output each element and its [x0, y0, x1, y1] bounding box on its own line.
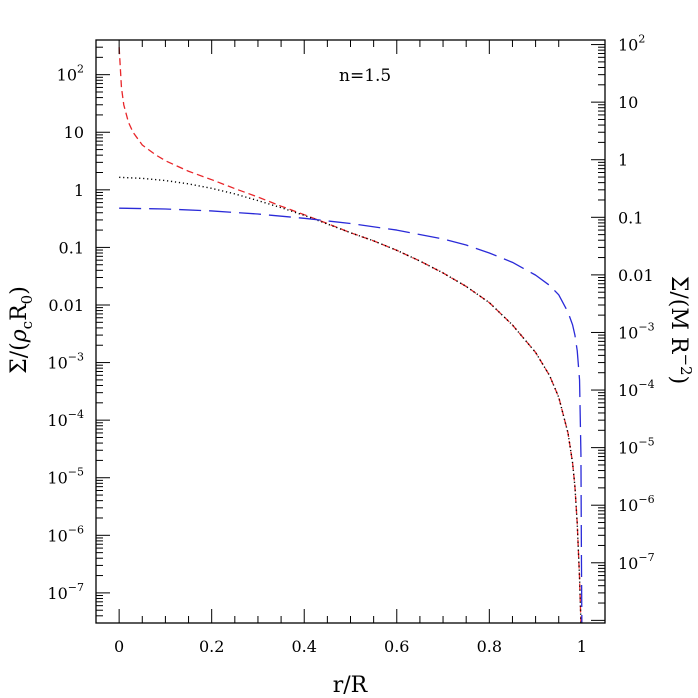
y-right-tick-label: 0.01 [618, 266, 654, 285]
x-tick-label: 0.2 [199, 637, 224, 656]
series-blue-long-dashed [119, 207, 583, 623]
x-tick-label: 0.4 [292, 637, 317, 656]
series-black-dotted [119, 176, 582, 623]
x-tick-label: 1 [577, 637, 587, 656]
y-left-tick-label: 10−4 [47, 408, 84, 430]
y-left-tick-label: 10−7 [47, 581, 84, 603]
series-red-dashed [118, 47, 582, 623]
y-axis-right-title: Σ/(M R−2) [666, 276, 695, 384]
y-right-tick-label: 10−4 [618, 378, 655, 400]
y-right-tick-label: 10−5 [618, 436, 655, 458]
y-right-tick-label: 10 [618, 93, 638, 112]
y-right-tick-label: 10−7 [618, 551, 655, 573]
ticks-layer [95, 39, 605, 624]
x-tick-label: 0.6 [384, 637, 409, 656]
x-tick-label: 0 [114, 637, 124, 656]
y-right-tick-label: 10−6 [618, 493, 655, 515]
y-left-tick-label: 0.1 [59, 238, 84, 257]
labels-layer: 0 0.2 0.4 0.6 0.8 1 102 10 1 0.1 0.01 10−3 10−4 10−5 1… [47, 33, 654, 656]
y-left-tick-label: 0.01 [48, 296, 84, 315]
y-left-tick-label: 102 [57, 63, 84, 85]
svg-text:Σ/(M R−2): Σ/(M R−2) [666, 276, 695, 384]
y-right-tick-label: 1 [618, 151, 628, 170]
svg-text:Σ/(ρcR0): Σ/(ρcR0) [7, 286, 36, 374]
x-tick-label: 0.8 [477, 637, 502, 656]
y-left-tick-label: 10 [64, 123, 84, 142]
annotation-n: n=1.5 [339, 66, 391, 86]
y-right-tick-label: 0.1 [618, 208, 643, 227]
plot-frame [95, 39, 606, 624]
y-left-tick-label: 10−3 [47, 351, 84, 373]
x-axis-title: r/R [333, 673, 369, 698]
y-left-tick-label: 1 [74, 181, 84, 200]
series-layer [118, 47, 583, 623]
y-left-tick-label: 10−5 [47, 466, 84, 488]
y-right-tick-label: 10−3 [618, 320, 655, 342]
y-axis-left-title: Σ/(ρcR0) [7, 286, 36, 374]
y-left-tick-label: 10−6 [47, 523, 84, 545]
y-right-tick-label: 102 [618, 33, 645, 55]
